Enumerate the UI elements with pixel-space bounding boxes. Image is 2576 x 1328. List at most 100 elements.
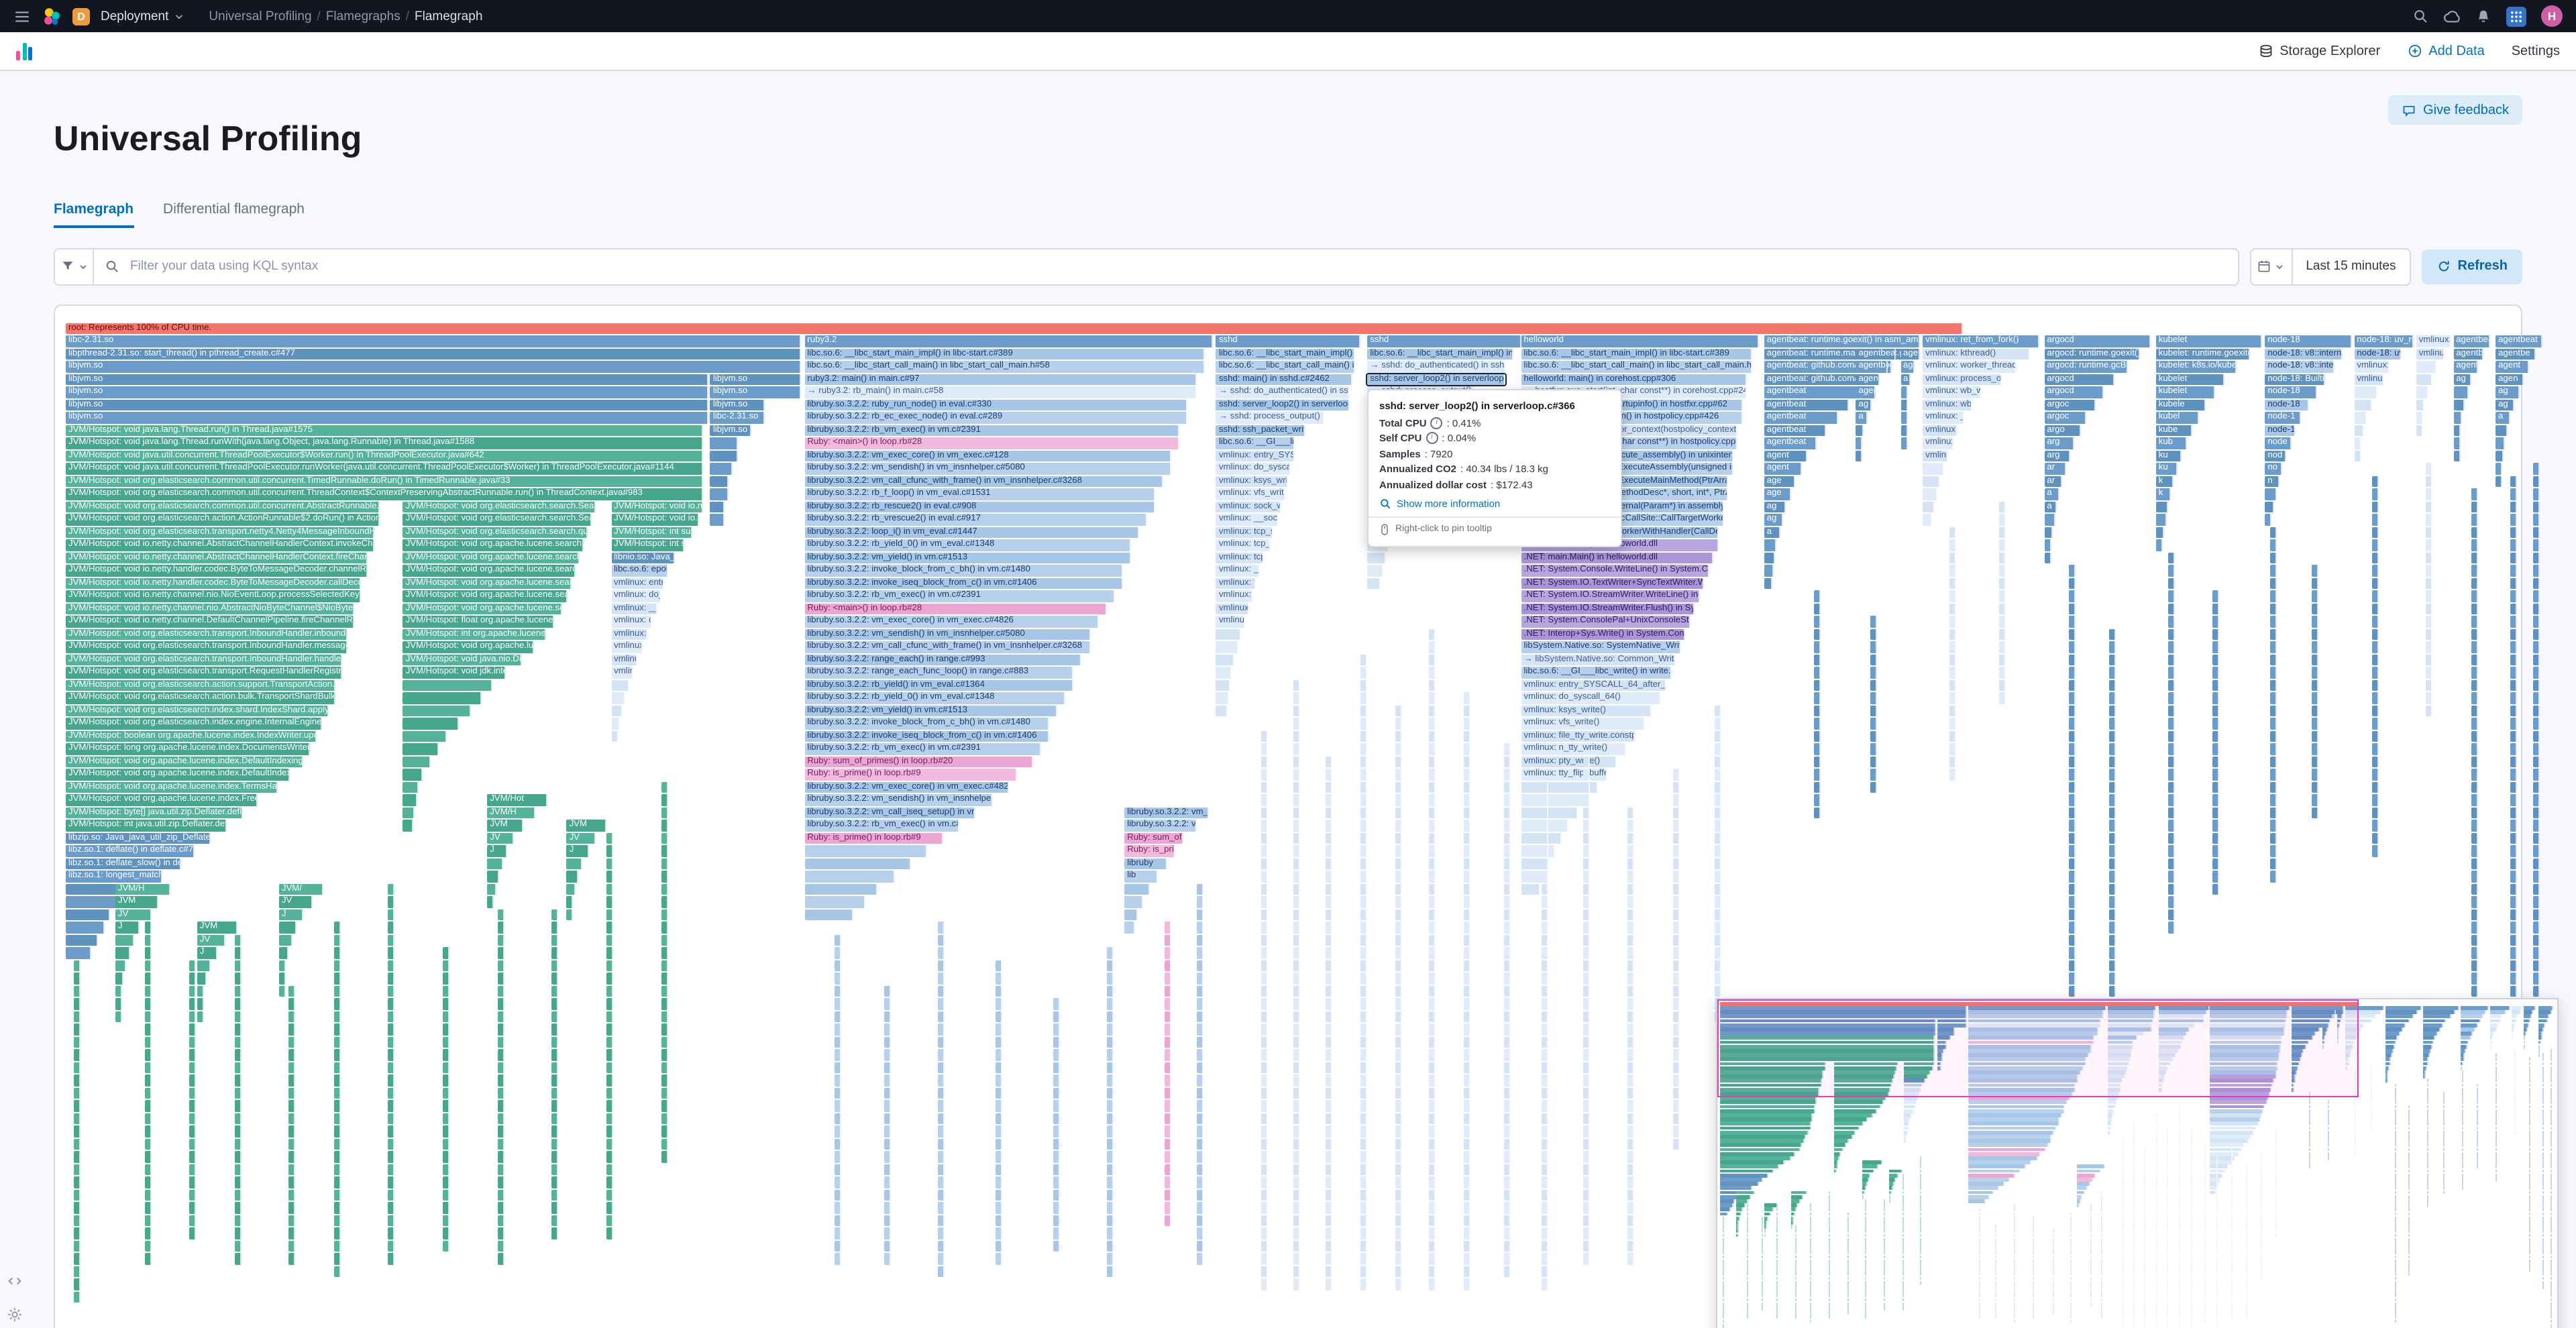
flame-frame[interactable] <box>2210 1191 2216 1195</box>
flame-frame[interactable]: libjvm.so <box>66 386 708 398</box>
flame-frame[interactable] <box>189 1023 197 1036</box>
flame-frame[interactable] <box>1791 1225 1793 1229</box>
flame-frame[interactable] <box>1260 794 1268 806</box>
flame-frame[interactable] <box>1862 1169 1874 1173</box>
flame-frame[interactable] <box>2416 399 2425 411</box>
flame-frame[interactable] <box>2394 1143 2396 1148</box>
flame-frame[interactable] <box>2371 756 2379 768</box>
flame-frame[interactable] <box>1764 565 1774 577</box>
flame-frame[interactable] <box>1978 1207 1980 1212</box>
flame-frame[interactable] <box>1582 1062 1590 1074</box>
flame-frame[interactable] <box>442 998 449 1010</box>
flame-frame[interactable] <box>1847 1255 1849 1259</box>
flame-frame[interactable]: J <box>566 845 589 857</box>
flame-frame[interactable] <box>66 947 92 959</box>
flame-frame[interactable] <box>333 922 341 934</box>
flame-frame[interactable] <box>938 1176 945 1188</box>
flame-frame[interactable] <box>2529 1096 2531 1100</box>
flame-frame[interactable] <box>2133 1229 2135 1233</box>
flame-frame[interactable] <box>1107 947 1114 959</box>
flame-frame[interactable] <box>2070 1229 2072 1233</box>
flame-frame[interactable] <box>1900 399 1908 411</box>
flame-frame[interactable] <box>2155 1156 2157 1160</box>
flame-frame[interactable] <box>2371 514 2379 526</box>
flame-frame[interactable] <box>2496 1057 2498 1062</box>
flame-frame[interactable] <box>1293 1100 1300 1112</box>
flame-frame[interactable] <box>551 1023 559 1036</box>
flame-frame[interactable] <box>442 1011 449 1023</box>
flame-frame[interactable] <box>2069 820 2076 832</box>
flame-frame[interactable] <box>1900 425 1908 437</box>
flame-frame[interactable] <box>2069 718 2076 730</box>
flame-frame[interactable] <box>2204 1173 2206 1178</box>
flame-frame[interactable] <box>2122 1302 2124 1307</box>
flame-frame[interactable] <box>2167 1323 2169 1328</box>
flame-frame[interactable] <box>1828 1233 1830 1237</box>
flame-frame[interactable] <box>1920 1195 1922 1199</box>
flame-frame[interactable] <box>2550 1143 2552 1148</box>
flame-frame[interactable] <box>1746 1259 1748 1264</box>
flame-frame[interactable]: vmlinux: n_tty_write() <box>1521 743 1626 755</box>
flame-frame[interactable] <box>1582 820 1590 832</box>
flame-frame[interactable] <box>2122 1285 2124 1289</box>
flame-frame[interactable] <box>1216 628 1241 641</box>
flame-frame[interactable] <box>2261 1191 2263 1195</box>
flame-frame[interactable] <box>1260 1240 1268 1252</box>
flame-frame[interactable] <box>606 1176 613 1188</box>
flame-frame[interactable] <box>2143 1311 2145 1315</box>
flame-frame[interactable]: vmlinux: ksys_write() <box>1521 705 1652 717</box>
flame-frame[interactable] <box>2269 692 2277 704</box>
flame-frame[interactable] <box>2371 692 2379 704</box>
flame-frame[interactable]: agent <box>2453 361 2478 373</box>
flame-frame[interactable] <box>1360 705 1367 717</box>
flame-frame[interactable] <box>1900 437 1908 449</box>
flame-frame[interactable] <box>2168 883 2176 895</box>
flame-frame[interactable] <box>2212 705 2220 717</box>
flame-frame[interactable] <box>2550 1164 2552 1169</box>
flame-frame[interactable]: libc.so.6: __libc_start_main_impl() in l… <box>1367 348 1514 360</box>
flame-frame[interactable] <box>2245 1169 2247 1173</box>
flame-frame[interactable] <box>2158 1083 2163 1087</box>
flame-frame[interactable]: vmlinux: do_s <box>2416 335 2451 347</box>
flame-frame[interactable] <box>1196 1164 1203 1176</box>
flame-frame[interactable] <box>551 1164 559 1176</box>
flame-frame[interactable]: libc.so.6: __libc_start_main_impl() in l… <box>1216 348 1356 360</box>
flame-frame[interactable] <box>2204 1199 2206 1203</box>
flame-frame[interactable] <box>1429 628 1436 641</box>
flame-frame[interactable] <box>2245 1246 2247 1250</box>
elastic-logo[interactable] <box>42 6 62 26</box>
flame-frame[interactable] <box>1736 1233 1739 1237</box>
flame-frame[interactable] <box>2212 794 2220 806</box>
flame-frame[interactable]: vmlinux: do_epoll_wait() <box>611 616 653 628</box>
flame-frame[interactable] <box>1865 1298 1867 1302</box>
flame-frame[interactable] <box>1722 1280 1724 1285</box>
flame-frame[interactable] <box>1627 1176 1635 1188</box>
flame-frame[interactable] <box>1429 858 1436 870</box>
flame-frame[interactable] <box>2538 1010 2552 1014</box>
flame-frame[interactable] <box>2496 1087 2498 1092</box>
flame-frame[interactable] <box>1429 1011 1436 1023</box>
flame-frame[interactable] <box>661 1023 668 1036</box>
flame-frame[interactable] <box>1883 1221 1885 1225</box>
flame-frame[interactable] <box>1720 1014 1968 1019</box>
flame-frame[interactable] <box>2511 1032 2514 1036</box>
flame-frame[interactable]: JVM/Hotspot: void org.apache.lucene.inde… <box>66 756 303 768</box>
flame-frame[interactable] <box>288 1087 296 1099</box>
flame-frame[interactable] <box>1833 1160 1839 1164</box>
flame-frame[interactable] <box>1736 1221 1739 1225</box>
flame-frame[interactable] <box>2210 1160 2233 1164</box>
flame-frame[interactable] <box>938 1151 945 1163</box>
flame-frame[interactable] <box>1746 1221 1748 1225</box>
flame-frame[interactable] <box>1367 552 1386 564</box>
flame-frame[interactable] <box>1541 973 1548 985</box>
flame-frame[interactable] <box>2443 1113 2445 1117</box>
flame-frame[interactable] <box>2261 1237 2263 1242</box>
flame-frame[interactable] <box>1395 1227 1402 1239</box>
flame-frame[interactable] <box>2354 1117 2356 1121</box>
flame-frame[interactable]: Ruby: is_prime <box>1124 845 1175 857</box>
flame-frame[interactable] <box>1260 1125 1268 1138</box>
flame-frame[interactable] <box>2179 1289 2181 1293</box>
flame-frame[interactable] <box>2471 667 2478 679</box>
flame-frame[interactable] <box>2100 1302 2102 1307</box>
flame-frame[interactable] <box>1107 1266 1114 1278</box>
